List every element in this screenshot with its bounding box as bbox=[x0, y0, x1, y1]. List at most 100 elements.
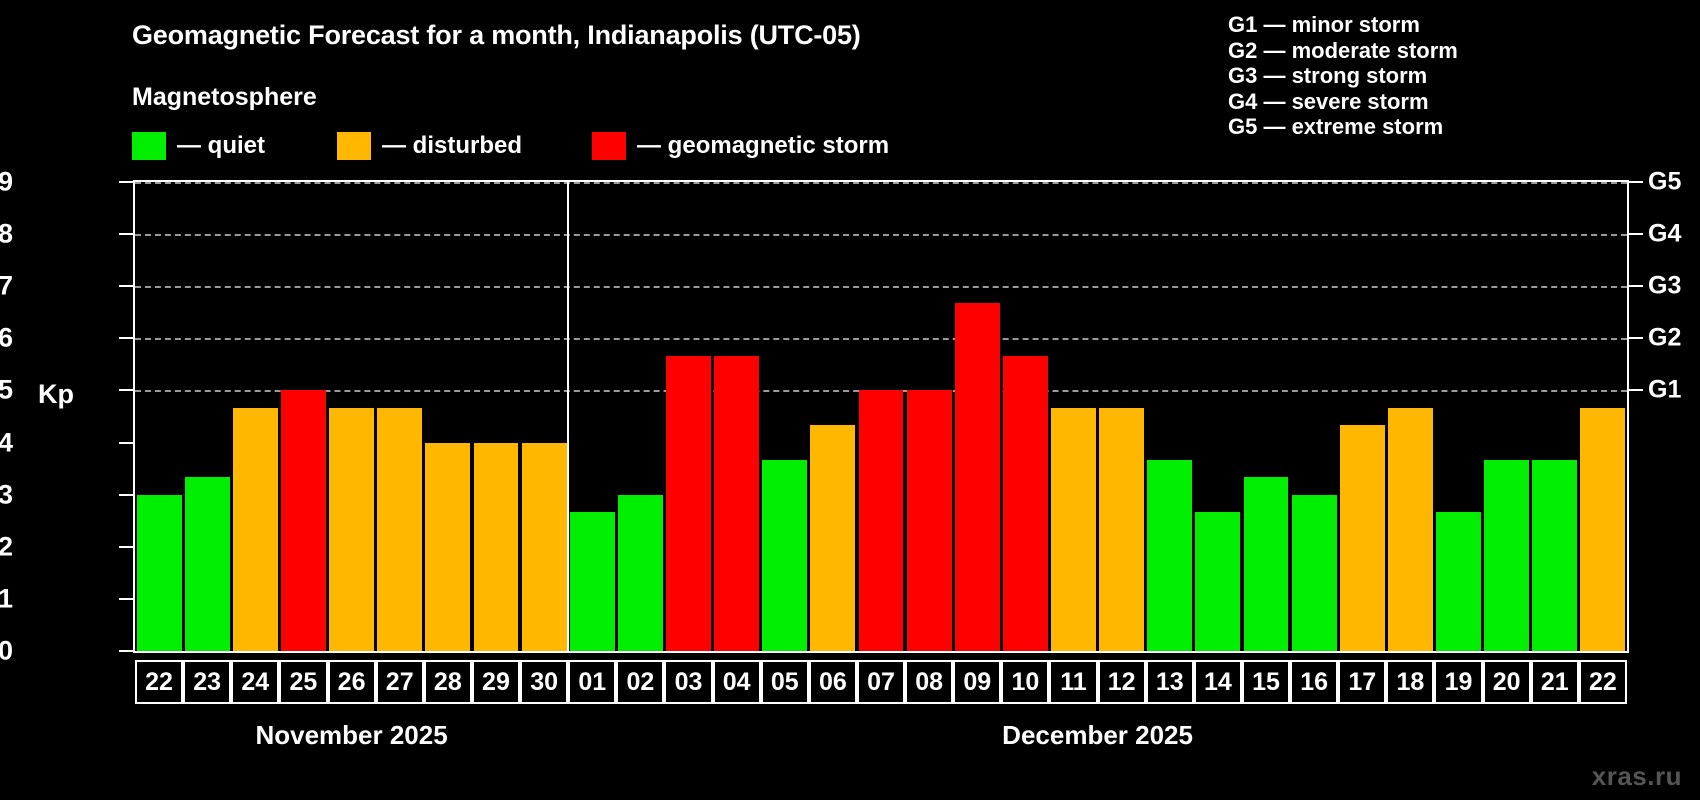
day-label-november-23: 23 bbox=[183, 660, 232, 704]
day-label-december-19: 19 bbox=[1434, 660, 1483, 704]
day-label-december-21: 21 bbox=[1530, 660, 1579, 704]
bar-november-27 bbox=[377, 407, 423, 651]
bar-december-06 bbox=[810, 425, 856, 651]
gridline-kp-6 bbox=[135, 338, 1627, 341]
bar-december-03 bbox=[666, 355, 711, 651]
day-label-december-06: 06 bbox=[808, 660, 857, 704]
gridline-kp-8 bbox=[135, 234, 1627, 237]
legend-label-quiet: — quiet bbox=[177, 132, 265, 159]
bar-december-17 bbox=[1339, 425, 1385, 651]
y-tick-label-8: 8 bbox=[0, 218, 13, 249]
y-tick-label-1: 1 bbox=[0, 583, 13, 614]
bar-november-28 bbox=[425, 442, 471, 651]
bar-december-11 bbox=[1051, 407, 1096, 651]
y-tick-mark-3 bbox=[119, 493, 133, 496]
y-tick-mark-1 bbox=[119, 597, 133, 600]
day-label-november-26: 26 bbox=[327, 660, 376, 704]
day-label-december-09: 09 bbox=[953, 660, 1002, 704]
bar-december-15 bbox=[1243, 477, 1289, 651]
bar-december-20 bbox=[1484, 459, 1530, 651]
day-label-november-22: 22 bbox=[135, 660, 184, 704]
day-axis: 22 23 24 25 26 27 28 29 30 01 02 03 04 05 06 07 08 09 10 11… bbox=[135, 660, 1627, 704]
day-label-december-12: 12 bbox=[1097, 660, 1146, 704]
day-label-december-11: 11 bbox=[1049, 660, 1098, 704]
y-tick-mark-0 bbox=[119, 650, 133, 652]
month-caption-december: December 2025 bbox=[1002, 720, 1193, 750]
bar-december-18 bbox=[1387, 407, 1433, 651]
day-label-december-17: 17 bbox=[1338, 660, 1387, 704]
bar-december-21 bbox=[1532, 459, 1578, 651]
g-tick-label-g3: G3 bbox=[1648, 271, 1682, 300]
y-tick-label-6: 6 bbox=[0, 322, 13, 353]
g-tick-mark-g5 bbox=[1629, 181, 1643, 183]
watermark: xras.ru bbox=[1591, 761, 1682, 791]
bar-december-04 bbox=[714, 355, 760, 651]
bar-november-30 bbox=[521, 442, 567, 651]
day-label-december-05: 05 bbox=[760, 660, 809, 704]
g-scale-key-line-g3: G3 — strong storm bbox=[1228, 63, 1428, 88]
legend-label-storm: — geomagnetic storm bbox=[637, 132, 890, 159]
bar-november-29 bbox=[473, 442, 519, 651]
bar-december-10 bbox=[1002, 355, 1048, 651]
y-tick-label-3: 3 bbox=[0, 479, 13, 510]
day-label-december-18: 18 bbox=[1386, 660, 1435, 704]
y-tick-mark-4 bbox=[119, 441, 133, 444]
y-tick-label-5: 5 bbox=[0, 374, 13, 405]
gridline-kp-9 bbox=[135, 182, 1627, 184]
bar-december-19 bbox=[1436, 511, 1481, 651]
bar-december-08 bbox=[906, 390, 952, 651]
month-divider bbox=[567, 182, 570, 651]
day-label-november-29: 29 bbox=[471, 660, 521, 704]
y-tick-label-0: 0 bbox=[0, 635, 13, 666]
legend-swatch-disturbed bbox=[337, 132, 371, 160]
bar-december-01 bbox=[569, 511, 615, 651]
plot-area bbox=[133, 180, 1629, 653]
day-label-november-30: 30 bbox=[520, 660, 569, 704]
g-scale-key-line-g4: G4 — severe storm bbox=[1228, 88, 1429, 114]
day-label-november-27: 27 bbox=[375, 660, 424, 704]
bar-december-05 bbox=[762, 459, 808, 651]
g-tick-mark-g2 bbox=[1629, 337, 1643, 340]
gridline-kp-7 bbox=[135, 286, 1627, 289]
bar-december-02 bbox=[617, 494, 663, 651]
legend-swatch-storm bbox=[592, 132, 627, 160]
day-label-december-08: 08 bbox=[905, 660, 954, 704]
day-label-december-03: 03 bbox=[664, 660, 713, 704]
day-label-december-22: 22 bbox=[1578, 660, 1627, 704]
day-label-december-01: 01 bbox=[568, 660, 617, 704]
bar-december-12 bbox=[1099, 407, 1145, 651]
day-label-december-20: 20 bbox=[1482, 660, 1531, 704]
legend-entry-quiet: — quiet bbox=[132, 132, 265, 160]
page-title: Geomagnetic Forecast for a month, Indian… bbox=[132, 20, 861, 50]
y-tick-mark-6 bbox=[119, 337, 133, 340]
y-tick-mark-8 bbox=[119, 233, 133, 236]
bar-november-25 bbox=[280, 390, 326, 651]
day-label-december-10: 10 bbox=[1001, 660, 1050, 704]
day-label-december-13: 13 bbox=[1145, 660, 1194, 704]
day-label-december-16: 16 bbox=[1290, 660, 1339, 704]
day-label-november-28: 28 bbox=[423, 660, 472, 704]
day-label-november-24: 24 bbox=[231, 660, 280, 704]
bars-layer bbox=[135, 182, 1627, 651]
y-tick-mark-7 bbox=[119, 285, 133, 288]
g-tick-label-g1: G1 bbox=[1648, 375, 1682, 404]
y-tick-mark-5 bbox=[119, 389, 133, 392]
day-label-december-02: 02 bbox=[616, 660, 665, 704]
g-scale-key: G1 — minor storm G2 — moderate storm G3 … bbox=[1228, 12, 1458, 140]
bar-november-23 bbox=[184, 477, 230, 651]
g-scale-key-line-g5: G5 — extreme storm bbox=[1228, 114, 1444, 139]
y-tick-label-9: 9 bbox=[0, 166, 13, 197]
bar-november-26 bbox=[329, 407, 375, 651]
bar-december-16 bbox=[1291, 494, 1337, 651]
g-tick-label-g4: G4 bbox=[1648, 219, 1682, 248]
day-label-december-15: 15 bbox=[1241, 660, 1291, 704]
month-caption-november: November 2025 bbox=[255, 720, 448, 750]
legend-heading: Magnetosphere bbox=[132, 83, 317, 111]
legend-swatch-quiet bbox=[132, 132, 166, 160]
bar-december-07 bbox=[858, 390, 904, 651]
g-tick-mark-g4 bbox=[1629, 233, 1643, 236]
g-tick-label-g2: G2 bbox=[1648, 323, 1682, 352]
y-tick-label-7: 7 bbox=[0, 270, 13, 301]
day-label-december-07: 07 bbox=[856, 660, 906, 704]
g-scale-key-line-g2: G2 — moderate storm bbox=[1228, 37, 1458, 63]
